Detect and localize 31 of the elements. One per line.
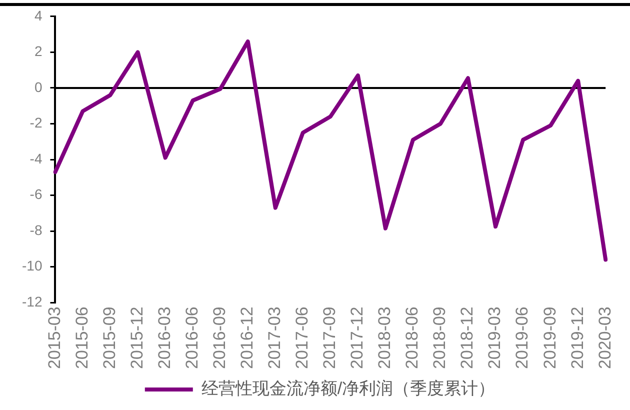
x-tick-label: 2020-03 <box>595 306 614 369</box>
x-tick-label: 2015-03 <box>44 306 64 369</box>
legend-label: 经营性现金流净额/净利润（季度累计） <box>201 379 496 398</box>
y-tick-label: -12 <box>22 293 42 310</box>
y-tick-label: -10 <box>22 258 42 274</box>
x-tick-label: 2019-03 <box>485 306 504 369</box>
x-tick-label: 2018-12 <box>458 306 477 369</box>
y-tick-label: -6 <box>30 186 42 202</box>
x-tick-label: 2017-06 <box>292 306 312 369</box>
y-tick-label: -4 <box>30 150 42 166</box>
x-tick-label: 2016-09 <box>210 306 230 369</box>
x-tick-label: 2017-03 <box>265 306 284 369</box>
x-tick-label: 2018-06 <box>402 306 422 369</box>
x-tick-label: 2016-03 <box>154 306 174 369</box>
x-tick-label: 2015-09 <box>100 306 119 369</box>
y-tick-label: 2 <box>34 43 42 60</box>
y-tick-label: 4 <box>34 7 42 24</box>
x-tick-label: 2018-09 <box>430 306 450 369</box>
x-tick-label: 2019-06 <box>512 306 532 369</box>
y-tick-label: 0 <box>34 78 42 95</box>
x-tick-label: 2018-03 <box>375 306 394 369</box>
x-tick-label: 2017-09 <box>320 306 340 369</box>
y-tick-label: -2 <box>30 114 42 131</box>
x-tick-label: 2015-06 <box>72 306 92 369</box>
x-tick-label: 2019-12 <box>568 306 587 369</box>
y-tick-label: -8 <box>30 222 42 238</box>
x-tick-label: 2016-06 <box>182 306 202 369</box>
x-tick-label: 2015-12 <box>127 306 146 369</box>
x-tick-label: 2019-09 <box>540 306 560 369</box>
x-tick-label: 2016-12 <box>238 306 257 369</box>
x-tick-label: 2017-12 <box>348 306 367 369</box>
